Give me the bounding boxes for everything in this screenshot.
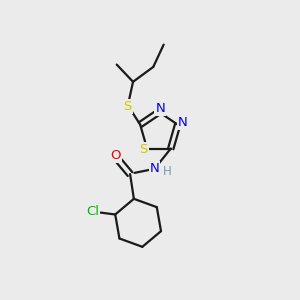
Text: O: O (110, 149, 121, 162)
Text: N: N (150, 162, 159, 175)
Text: H: H (163, 165, 171, 178)
Text: N: N (178, 116, 188, 129)
Text: S: S (124, 100, 132, 113)
Text: Cl: Cl (86, 205, 99, 218)
Text: N: N (155, 102, 165, 115)
Text: S: S (139, 142, 148, 156)
